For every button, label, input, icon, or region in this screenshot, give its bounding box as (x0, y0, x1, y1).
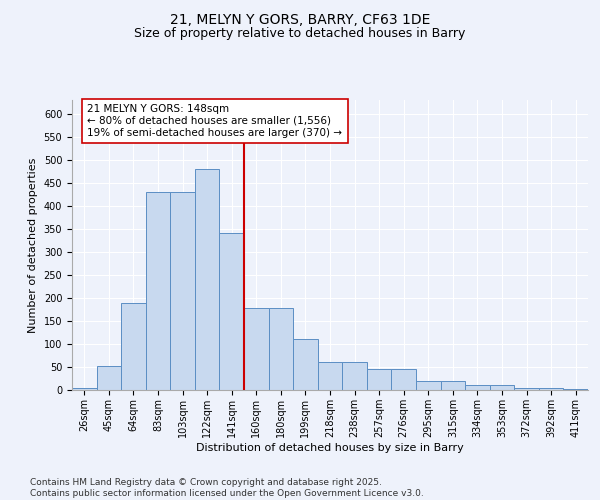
Text: Size of property relative to detached houses in Barry: Size of property relative to detached ho… (134, 28, 466, 40)
Bar (465, 386, 490, 390)
Text: Contains HM Land Registry data © Crown copyright and database right 2025.
Contai: Contains HM Land Registry data © Crown c… (30, 478, 424, 498)
Bar (490, 386, 514, 390)
Text: 21 MELYN Y GORS: 148sqm
← 80% of detached houses are smaller (1,556)
19% of semi: 21 MELYN Y GORS: 148sqm ← 80% of detache… (88, 104, 343, 138)
Bar (342, 362, 367, 390)
Bar (539, 388, 563, 390)
Bar (170, 192, 195, 390)
Bar (514, 388, 539, 390)
X-axis label: Distribution of detached houses by size in Barry: Distribution of detached houses by size … (196, 442, 464, 452)
Bar (146, 192, 170, 390)
Bar (195, 169, 220, 390)
Bar (416, 381, 440, 390)
Bar (367, 370, 391, 390)
Y-axis label: Number of detached properties: Number of detached properties (28, 158, 38, 332)
Bar (72, 388, 97, 390)
Bar (440, 381, 465, 390)
Bar (391, 370, 416, 390)
Text: 21, MELYN Y GORS, BARRY, CF63 1DE: 21, MELYN Y GORS, BARRY, CF63 1DE (170, 12, 430, 26)
Bar (97, 366, 121, 390)
Bar (563, 388, 588, 390)
Bar (293, 340, 318, 390)
Bar (121, 302, 146, 390)
Bar (244, 308, 269, 390)
Bar (269, 308, 293, 390)
Bar (220, 234, 244, 390)
Bar (318, 362, 342, 390)
